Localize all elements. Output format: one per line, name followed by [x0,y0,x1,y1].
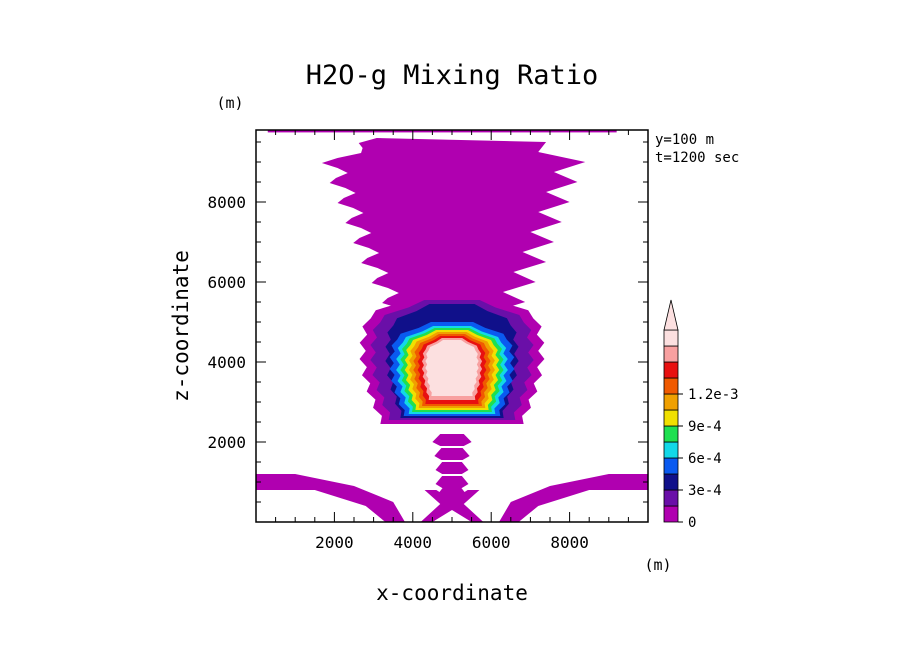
y-axis-label: z-coordinate [169,250,193,402]
x-axis-label: x-coordinate [376,581,528,605]
colorbar-cell-7 [663,393,679,411]
colorbar-cell-2 [663,473,679,491]
colorbar-cell-1 [663,489,679,507]
colorbar-cell-0 [663,505,679,523]
y-tick-label: 2000 [207,433,246,452]
x-tick-label: 8000 [550,533,589,552]
y-tick-label: 4000 [207,353,246,372]
colorbar-cell-11 [663,329,679,347]
colorbar: 0 3e-4 6e-4 9e-4 1.2e-3 [663,299,739,531]
annotation-t: t=1200 sec [655,150,739,166]
y-unit-label: (m) [216,94,243,112]
colorbar-cell-3 [663,457,679,475]
lower-stripe-1 [434,448,470,460]
boundary-band-right [499,474,648,522]
colorbar-cell-10 [663,345,679,363]
colorbar-cell-8 [663,377,679,395]
x-tick-label: 4000 [394,533,433,552]
colorbar-cell-4 [663,441,679,459]
boundary-band-left [256,474,405,522]
colorbar-label: 6e-4 [688,451,722,467]
colorbar-label: 9e-4 [688,419,722,435]
lower-stripe-3 [435,476,469,488]
colorbar-label: 3e-4 [688,483,722,499]
contour-field [256,130,648,522]
y-tick-label: 8000 [207,193,246,212]
lower-stripe-0 [432,434,472,446]
colorbar-label: 1.2e-3 [688,387,739,403]
x-tick-label: 2000 [315,533,354,552]
x-tick-label: 6000 [472,533,511,552]
colorbar-cell-6 [663,409,679,427]
y-tick-label: 6000 [207,273,246,292]
plume-top-strip [267,130,617,133]
colorbar-cell-5 [663,425,679,443]
surface-cross [420,490,484,522]
chart-title: H2O-g Mixing Ratio [306,60,599,91]
axis-ticks: 2000 4000 6000 8000 2000 4000 6000 8000 [207,130,649,552]
cloud-level-11 [425,340,479,396]
plume-upper [321,138,586,322]
colorbar-cell-9 [663,361,679,379]
x-unit-label: (m) [644,556,671,574]
lower-stripe-2 [435,462,469,474]
colorbar-extend-arrow [663,299,679,331]
colorbar-label: 0 [688,515,696,531]
annotation-y: y=100 m [655,132,714,148]
